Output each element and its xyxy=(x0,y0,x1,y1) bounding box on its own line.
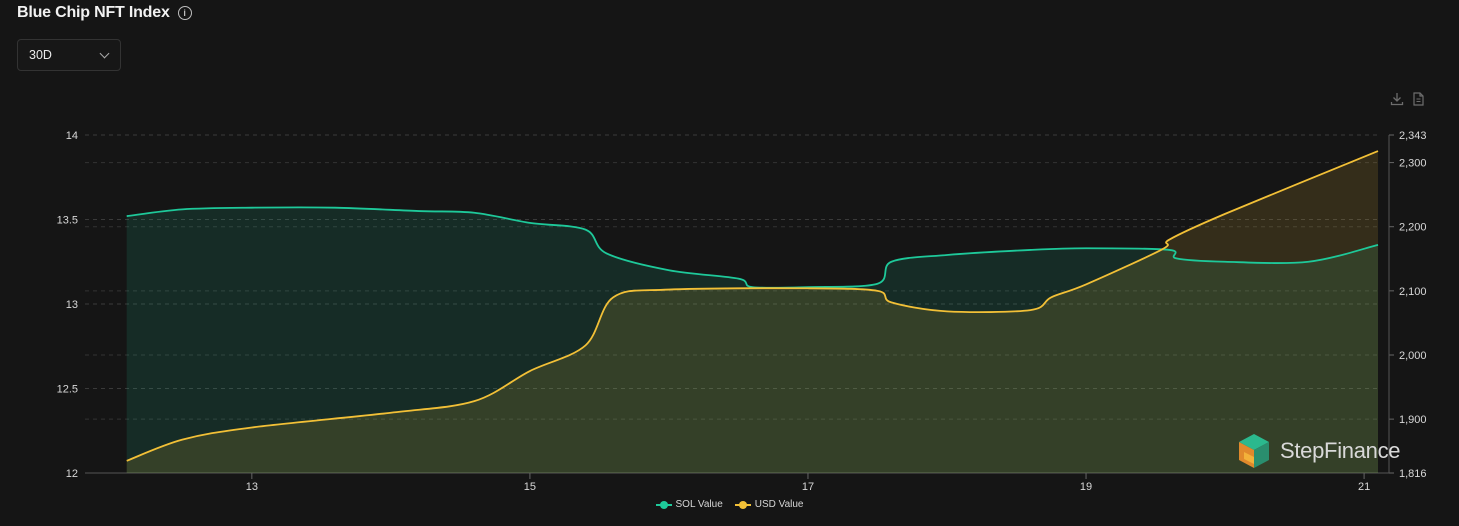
chart-legend: SOL Value USD Value xyxy=(0,499,1459,510)
x-tick-label-15: 15 xyxy=(524,481,536,493)
y-right-tick-label-1,900: 1,900 xyxy=(1399,414,1427,426)
y-left-tick-label-13: 13 xyxy=(66,299,78,311)
legend-swatch-sol xyxy=(655,500,672,510)
x-tick-label-19: 19 xyxy=(1080,481,1092,493)
y-right-tick-label-2,200: 2,200 xyxy=(1399,222,1427,234)
time-range-select[interactable]: 30D xyxy=(17,39,121,71)
chart-header: Blue Chip NFT Index i xyxy=(17,4,192,22)
legend-swatch-usd xyxy=(734,500,751,510)
info-icon[interactable]: i xyxy=(177,6,192,20)
y-right-tick-label-2,343: 2,343 xyxy=(1399,130,1427,142)
legend-item-sol[interactable]: SOL Value xyxy=(655,499,723,510)
series-area-usd xyxy=(126,151,1378,473)
y-right-tick-label-2,100: 2,100 xyxy=(1399,286,1427,298)
y-right-tick-label-2,000: 2,000 xyxy=(1399,350,1427,362)
chart-title: Blue Chip NFT Index xyxy=(17,4,170,21)
watermark: StepFinance xyxy=(1236,432,1401,470)
series-area-sol xyxy=(126,207,1378,473)
legend-label-sol: SOL Value xyxy=(675,499,723,510)
stepfinance-logo-icon xyxy=(1239,434,1269,468)
series-line-sol xyxy=(126,206,1379,289)
download-icon[interactable] xyxy=(1390,92,1404,106)
legend-label-usd: USD Value xyxy=(754,499,804,510)
legend-item-usd[interactable]: USD Value xyxy=(734,499,804,510)
x-tick-label-21: 21 xyxy=(1358,481,1370,493)
x-tick-label-17: 17 xyxy=(802,481,814,493)
y-left-tick-label-14: 14 xyxy=(66,130,78,142)
y-right-tick-label-2,300: 2,300 xyxy=(1399,158,1427,170)
y-left-tick-label-13.5: 13.5 xyxy=(57,215,78,227)
y-left-tick-label-12.5: 12.5 xyxy=(57,384,78,396)
y-left-tick-label-12: 12 xyxy=(66,468,78,480)
y-right-tick-label-1,816: 1,816 xyxy=(1399,468,1427,480)
watermark-text: StepFinance xyxy=(1280,438,1401,463)
series-line-usd xyxy=(126,150,1379,462)
csv-file-icon[interactable] xyxy=(1411,92,1425,106)
x-tick-label-13: 13 xyxy=(246,481,258,493)
time-range-value: 30D xyxy=(29,48,52,62)
